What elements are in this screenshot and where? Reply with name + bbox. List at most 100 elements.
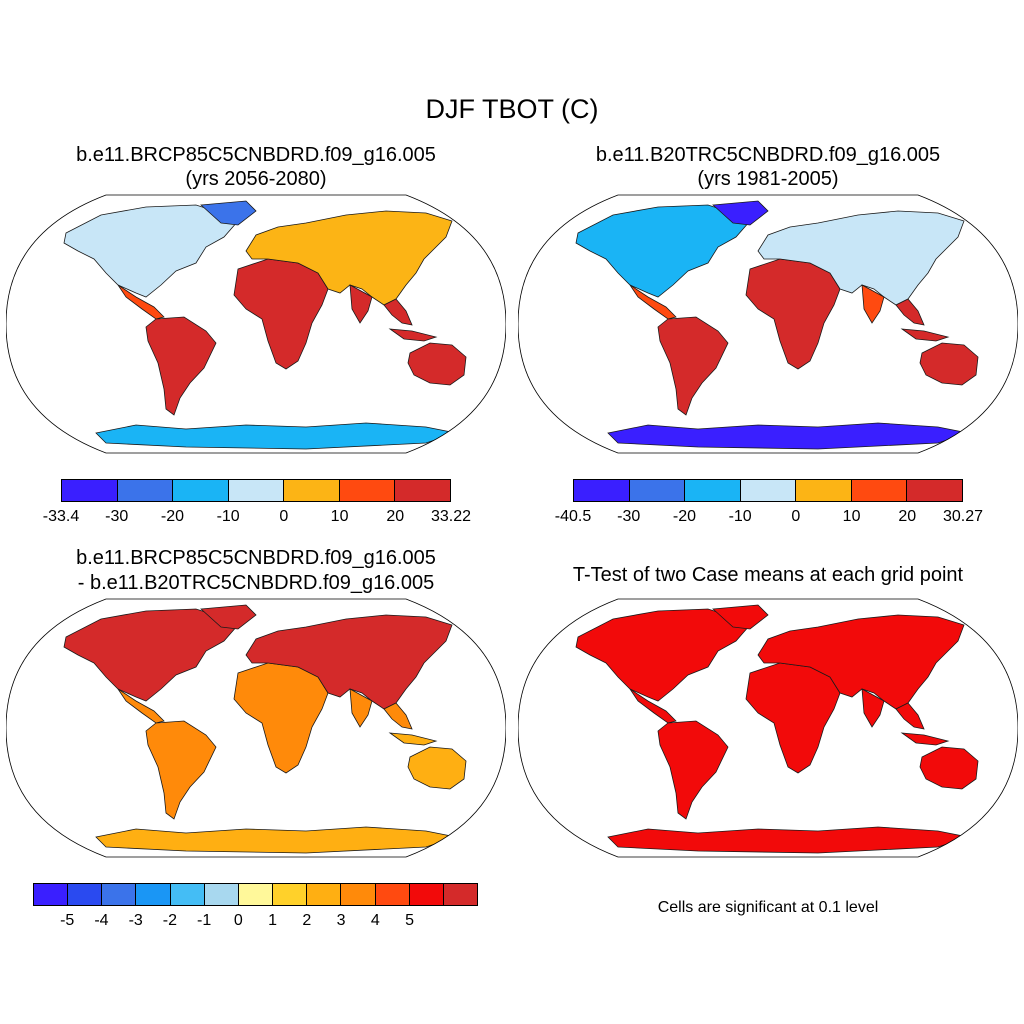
colorbar-tick-label: 33.22 (430, 508, 472, 525)
continent-africa (233, 258, 329, 370)
panel3-title-line2: - b.e11.B20TRC5CNBDRD.f09_g16.005 (77, 572, 435, 594)
continent-seasia (383, 702, 413, 730)
continent-eurasia (757, 614, 965, 710)
continent-namerica (63, 608, 239, 702)
colorbar-swatch (573, 479, 630, 502)
colorbar-tick-label: -4 (94, 912, 109, 929)
continent-antarctica (95, 826, 458, 854)
colorbar-tick-label: 0 (791, 508, 801, 525)
panel1-map (5, 193, 507, 455)
colorbar-tick-label: -33.4 (42, 508, 80, 525)
colorbar-tick-label: -2 (162, 912, 178, 929)
panel1-title-line2: (yrs 2056-2080) (185, 168, 327, 190)
panel2-colorbar (573, 479, 964, 502)
colorbar-tick-label: 5 (405, 912, 414, 929)
colorbar-tick-label: 10 (842, 508, 861, 525)
colorbar-swatch (795, 479, 852, 502)
colorbar-tick-label: -40.5 (554, 508, 592, 525)
colorbar-tick-label: -5 (60, 912, 75, 929)
continent-india (861, 284, 885, 324)
panel4-map (517, 597, 1019, 859)
continent-africa (745, 662, 841, 774)
colorbar-swatch (135, 883, 171, 906)
continent-india (349, 284, 373, 324)
continent-australia (919, 746, 979, 790)
colorbar-swatch (906, 479, 964, 502)
continent-camerica (117, 284, 165, 320)
colorbar-swatch (272, 883, 308, 906)
panel1-colorbar (61, 479, 452, 502)
colorbar-tick-label: 0 (279, 508, 289, 525)
colorbar-tick-label: -20 (160, 508, 184, 525)
continent-eurasia (245, 210, 453, 306)
colorbar-swatch (101, 883, 137, 906)
continent-africa (745, 258, 841, 370)
continent-samerica (145, 720, 217, 820)
colorbar-swatch (227, 479, 285, 502)
colorbar-swatch (684, 479, 741, 502)
colorbar-tick-label: 2 (302, 912, 312, 929)
continent-samerica (657, 720, 729, 820)
colorbar-tick-label: 30.27 (942, 508, 984, 525)
colorbar-swatch (850, 479, 908, 502)
panel3-title-line1: b.e11.BRCP85C5CNBDRD.f09_g16.005 (76, 547, 436, 569)
continent-australia (919, 342, 979, 386)
continent-camerica (629, 284, 677, 320)
colorbar-swatch (237, 883, 274, 906)
continent-greenland (200, 200, 257, 226)
colorbar-swatch (169, 883, 205, 906)
figure-title: DJF TBOT (C) (425, 94, 599, 124)
continent-antarctica (607, 826, 970, 854)
continent-samerica (657, 316, 729, 416)
colorbar-swatch (340, 883, 376, 906)
panel3-colorbar (33, 883, 479, 906)
world-map (5, 598, 507, 858)
significance-note: Cells are significant at 0.1 level (657, 899, 879, 916)
continent-indonesia (388, 328, 438, 342)
continent-antarctica (95, 422, 458, 450)
colorbar-tick-label: -30 (105, 508, 129, 525)
colorbar-tick-label: -10 (728, 508, 752, 525)
colorbar-swatch (33, 883, 69, 906)
colorbar-swatch (628, 479, 686, 502)
continent-greenland (200, 604, 257, 630)
world-map (517, 194, 1019, 454)
continent-greenland (712, 200, 769, 226)
continent-indonesia (388, 732, 438, 746)
continent-camerica (117, 688, 165, 724)
colorbar-tick-label: -30 (617, 508, 641, 525)
panel2-title-line1: b.e11.B20TRC5CNBDRD.f09_g16.005 (595, 144, 941, 166)
continent-samerica (145, 316, 217, 416)
colorbar-swatch (442, 883, 479, 906)
continent-indonesia (900, 732, 950, 746)
continent-australia (407, 342, 467, 386)
world-map (5, 194, 507, 454)
continent-namerica (63, 204, 239, 298)
colorbar-swatch (116, 479, 174, 502)
colorbar-swatch (338, 479, 396, 502)
colorbar-swatch (408, 883, 444, 906)
colorbar-swatch (739, 479, 797, 502)
continent-camerica (629, 688, 677, 724)
colorbar-swatch (394, 479, 452, 502)
continent-india (349, 688, 373, 728)
colorbar-swatch (306, 883, 342, 906)
colorbar-tick-label: 3 (336, 912, 346, 929)
world-map (517, 598, 1019, 858)
colorbar-swatch (61, 479, 118, 502)
continent-antarctica (607, 422, 970, 450)
panel4-title: T-Test of two Case means at each grid po… (572, 564, 964, 586)
continent-seasia (895, 702, 925, 730)
continent-seasia (895, 298, 925, 326)
colorbar-tick-label: 4 (370, 912, 380, 929)
continent-eurasia (757, 210, 965, 306)
colorbar-tick-label: -10 (216, 508, 240, 525)
continent-indonesia (900, 328, 950, 342)
panel2-map (517, 193, 1019, 455)
continent-eurasia (245, 614, 453, 710)
colorbar-swatch (203, 883, 239, 906)
continent-namerica (575, 204, 751, 298)
continent-namerica (575, 608, 751, 702)
colorbar-tick-label: 1 (268, 912, 278, 929)
colorbar-tick-label: 20 (898, 508, 917, 525)
